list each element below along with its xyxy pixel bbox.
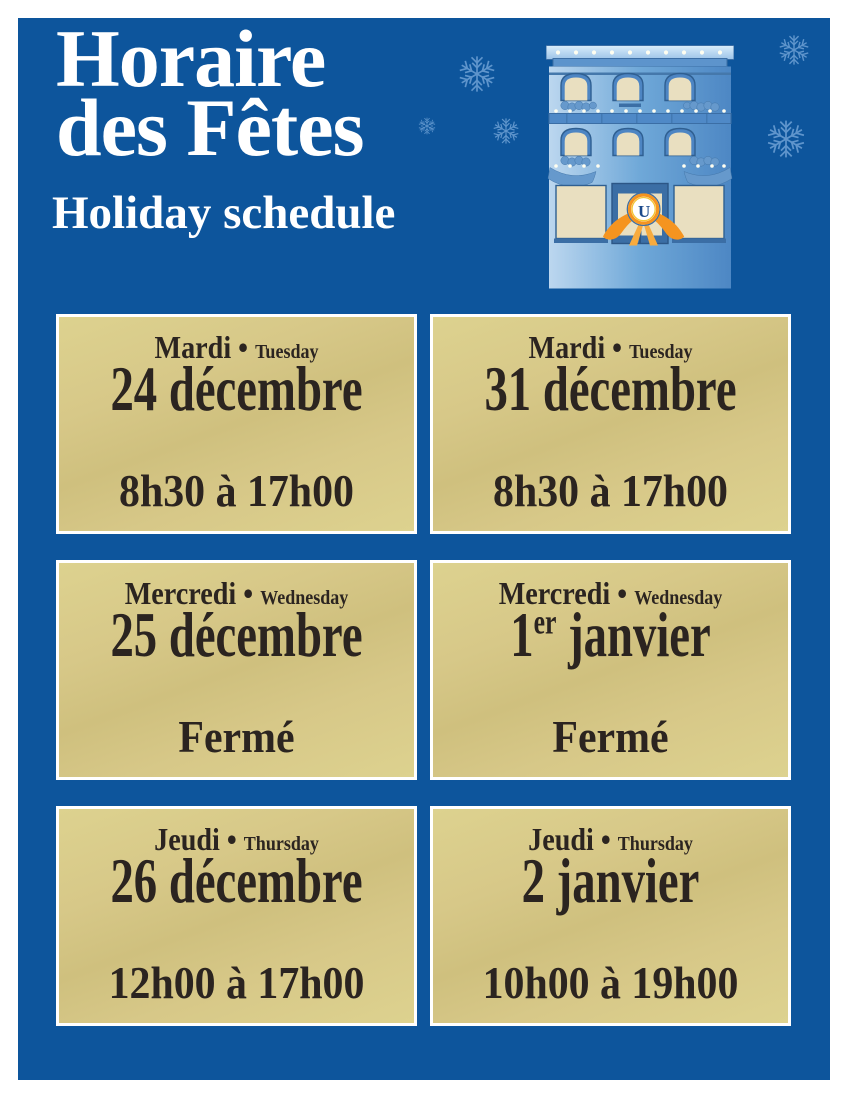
svg-text:U: U bbox=[638, 202, 650, 221]
